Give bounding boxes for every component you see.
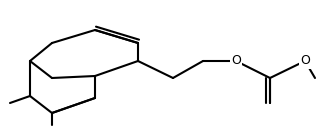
Text: O: O bbox=[231, 55, 241, 68]
Text: O: O bbox=[300, 55, 310, 68]
